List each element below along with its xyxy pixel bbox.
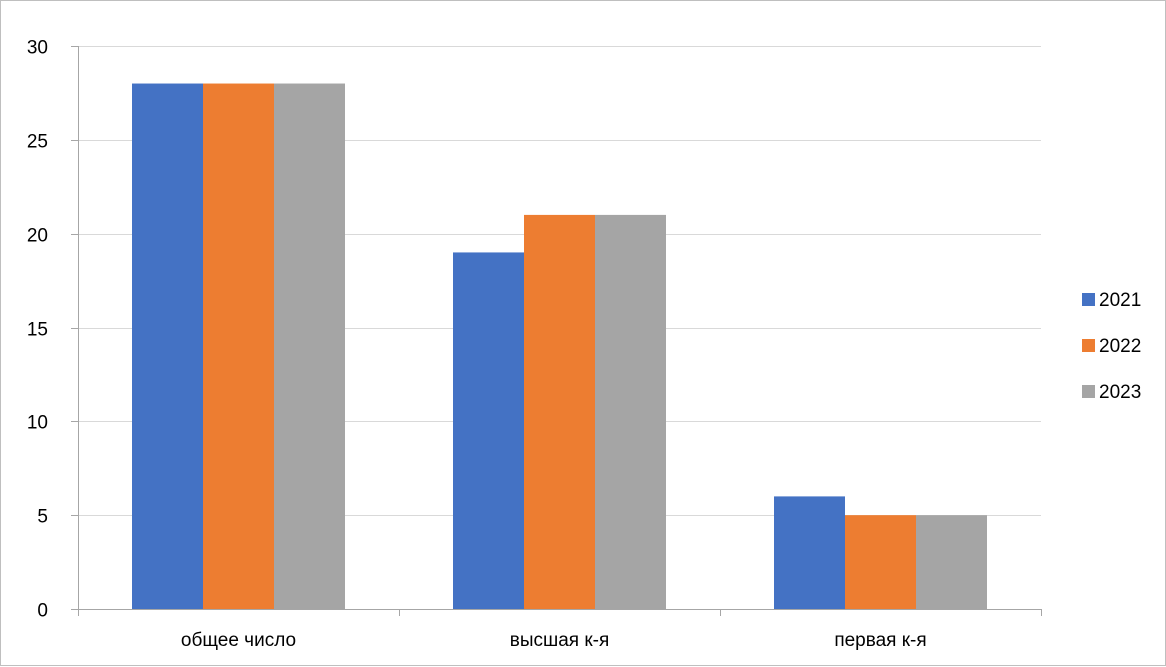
bar-2022-3	[845, 515, 916, 609]
y-tick-label: 5	[37, 507, 48, 528]
bars	[132, 83, 987, 610]
bar-2022-2	[524, 214, 595, 609]
axes: 0 5 10 15 20 25 30 общее число высшая к-я первая …	[27, 38, 1042, 651]
legend-swatch-2022	[1082, 339, 1095, 352]
y-tick-label: 0	[37, 601, 48, 622]
bar-2021-1	[132, 83, 203, 610]
x-category-label: общее число	[181, 630, 296, 651]
legend-swatch-2021	[1082, 293, 1095, 306]
legend-swatch-2023	[1082, 385, 1095, 398]
bar-2023-3	[916, 515, 987, 609]
bar-2023-2	[595, 214, 666, 609]
x-category-label: первая к-я	[834, 630, 926, 651]
legend-label-2021: 2021	[1099, 290, 1141, 311]
legend-label-2023: 2023	[1099, 382, 1141, 403]
y-tick-label: 15	[27, 320, 48, 341]
y-tick-label: 30	[27, 38, 48, 59]
y-tick-label: 25	[27, 132, 48, 153]
legend: 2021 2022 2023	[1082, 290, 1141, 403]
legend-label-2022: 2022	[1099, 336, 1141, 357]
x-category-label: высшая к-я	[510, 630, 610, 651]
y-tick-label: 10	[27, 413, 48, 434]
bar-2021-2	[453, 252, 524, 609]
bar-2023-1	[274, 83, 345, 610]
y-tick-label: 20	[27, 226, 48, 247]
bar-2021-3	[774, 496, 845, 609]
bar-2022-1	[203, 83, 274, 610]
